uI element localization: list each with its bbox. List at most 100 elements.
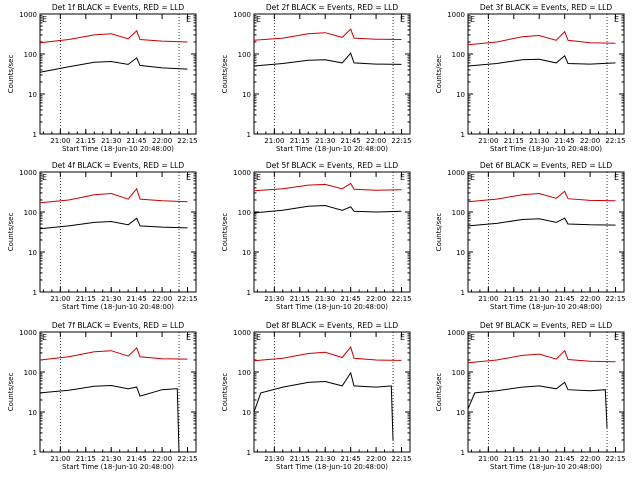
y-tick-label: 100 (24, 51, 37, 59)
x-tick-label: 21:15 (504, 455, 524, 463)
y-tick-label: 100 (24, 209, 37, 217)
x-tick-label: 21:45 (555, 295, 575, 303)
y-tick-label: 1 (33, 289, 37, 297)
x-tick-label: 22:15 (391, 455, 411, 463)
x-axis-title: Start Time (18-Jun-10 20:48:00) (62, 145, 174, 153)
y-tick-label: 1 (247, 289, 251, 297)
events-series-line (39, 384, 180, 453)
x-tick-label: 21:30 (529, 137, 549, 145)
y-tick-label: 10 (242, 249, 251, 257)
x-tick-label: 21:30 (264, 455, 284, 463)
y-tick-label: 1000 (447, 169, 465, 177)
lld-series-line (467, 349, 616, 364)
panel-title: Det 8f BLACK = Events, RED = LLD (266, 321, 399, 330)
x-tick-label: 21:30 (315, 295, 335, 303)
x-tick-label: 21:00 (478, 455, 498, 463)
x-axis-title: Start Time (18-Jun-10 20:48:00) (62, 463, 174, 471)
y-tick-label: 10 (28, 409, 37, 417)
x-tick-label: 21:30 (529, 295, 549, 303)
x-tick-label: 21:00 (50, 295, 70, 303)
x-tick-label: 22:00 (580, 295, 600, 303)
lld-series-line (467, 30, 616, 46)
y-tick-label: 100 (238, 209, 251, 217)
x-tick-label: 21:15 (504, 137, 524, 145)
y-tick-label: 1 (33, 449, 37, 457)
plot-frame (253, 171, 411, 293)
edge-mark-right: E (614, 333, 619, 342)
y-tick-label: 10 (28, 249, 37, 257)
lld-series-line (467, 190, 616, 203)
events-series-line (467, 54, 616, 67)
y-tick-label: 1 (461, 289, 465, 297)
edge-mark-right: E (614, 15, 619, 24)
y-tick-label: 100 (452, 51, 465, 59)
lld-series-line (253, 28, 402, 41)
x-tick-label: 21:15 (290, 295, 310, 303)
events-series-line (39, 217, 188, 230)
x-tick-label: 21:00 (264, 137, 284, 145)
x-axis-title: Start Time (18-Jun-10 20:48:00) (276, 145, 388, 153)
edge-mark-left: E (470, 173, 475, 182)
edge-mark-right: E (186, 173, 191, 182)
x-tick-label: 21:00 (478, 137, 498, 145)
events-series-line (467, 381, 608, 428)
y-tick-label: 100 (452, 209, 465, 217)
edge-mark-left: E (42, 15, 47, 24)
y-tick-label: 1000 (447, 329, 465, 337)
plot-frame (467, 171, 625, 293)
events-series-line (467, 217, 616, 227)
x-tick-label: 22:15 (177, 455, 197, 463)
y-tick-label: 100 (238, 51, 251, 59)
y-axis-title: Counts/sec (221, 55, 229, 94)
y-tick-label: 1000 (19, 11, 37, 19)
plot-frame (39, 331, 197, 453)
x-tick-label: 21:15 (504, 295, 524, 303)
plot-frame (467, 331, 625, 453)
panel-title: Det 2f BLACK = Events, RED = LLD (266, 3, 399, 12)
x-tick-label: 21:00 (50, 455, 70, 463)
edge-mark-left: E (256, 333, 261, 342)
edge-mark-left: E (470, 15, 475, 24)
panel-title: Det 7f BLACK = Events, RED = LLD (52, 321, 185, 330)
y-tick-label: 1000 (233, 11, 251, 19)
x-tick-label: 22:00 (152, 295, 172, 303)
x-tick-label: 21:30 (264, 295, 284, 303)
y-tick-label: 1000 (233, 329, 251, 337)
x-tick-label: 22:00 (580, 455, 600, 463)
x-tick-label: 22:00 (580, 137, 600, 145)
events-series-line (253, 52, 402, 67)
y-tick-label: 1 (33, 131, 37, 139)
plot-frame (39, 171, 197, 293)
x-tick-label: 21:30 (529, 455, 549, 463)
x-tick-label: 21:30 (315, 137, 335, 145)
y-axis-title: Counts/sec (7, 55, 15, 94)
edge-mark-right: E (186, 15, 191, 24)
y-axis-title: Counts/sec (435, 55, 443, 94)
x-axis-title: Start Time (18-Jun-10 20:48:00) (62, 303, 174, 311)
lld-series-line (39, 187, 188, 204)
x-tick-label: 21:45 (127, 455, 147, 463)
y-tick-label: 100 (238, 369, 251, 377)
x-tick-label: 21:30 (101, 455, 121, 463)
y-tick-label: 10 (242, 91, 251, 99)
edge-mark-left: E (256, 173, 261, 182)
y-tick-label: 10 (456, 91, 465, 99)
x-tick-label: 22:15 (391, 295, 411, 303)
plot-frame (253, 13, 411, 135)
events-series-line (253, 371, 394, 441)
panel-title: Det 9f BLACK = Events, RED = LLD (480, 321, 613, 330)
x-axis-title: Start Time (18-Jun-10 20:48:00) (490, 463, 602, 471)
x-tick-label: 22:15 (177, 137, 197, 145)
panel-title: Det 5f BLACK = Events, RED = LLD (266, 161, 399, 170)
y-tick-label: 1000 (233, 169, 251, 177)
edge-mark-left: E (42, 173, 47, 182)
x-tick-label: 21:45 (127, 137, 147, 145)
x-tick-label: 21:30 (101, 137, 121, 145)
